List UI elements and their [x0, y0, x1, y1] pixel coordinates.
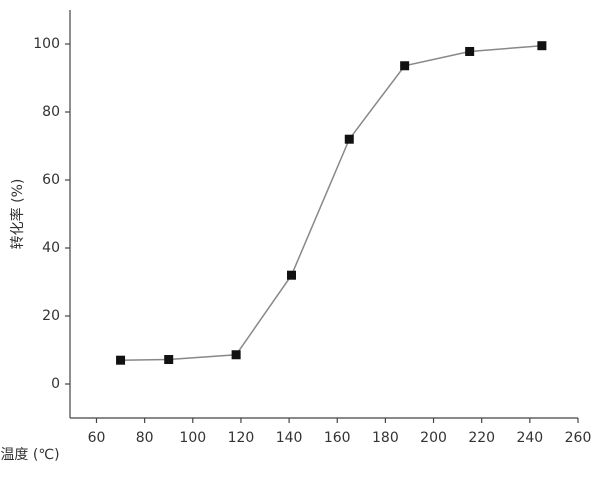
y-axis-label: 转化率 (%) [9, 179, 26, 250]
y-tick-label: 40 [42, 240, 60, 256]
series-line [120, 44, 542, 361]
x-tick-label: 120 [228, 430, 255, 446]
x-tick-label: 80 [136, 430, 154, 446]
marker [344, 134, 354, 144]
y-tick-label: 80 [42, 104, 60, 120]
y-tick-label: 100 [33, 36, 60, 52]
x-tick-label: 260 [565, 430, 592, 446]
x-tick-label: 140 [276, 430, 303, 446]
marker [465, 46, 475, 56]
y-tick-label: 60 [42, 172, 60, 188]
marker [231, 350, 241, 360]
x-tick-label: 200 [420, 430, 447, 446]
x-axis-label: 温度 (℃) [0, 447, 59, 463]
y-tick-label: 20 [42, 308, 60, 324]
marker [400, 61, 410, 71]
x-tick-label: 60 [88, 430, 106, 446]
x-tick-label: 180 [372, 430, 399, 446]
marker [164, 355, 174, 365]
marker [286, 270, 296, 280]
marker [116, 355, 126, 365]
x-tick-label: 100 [179, 430, 206, 446]
x-tick-label: 220 [468, 430, 495, 446]
marker [537, 41, 547, 51]
x-tick-label: 160 [324, 430, 351, 446]
x-tick-label: 240 [516, 430, 543, 446]
y-tick-label: 0 [51, 376, 60, 392]
